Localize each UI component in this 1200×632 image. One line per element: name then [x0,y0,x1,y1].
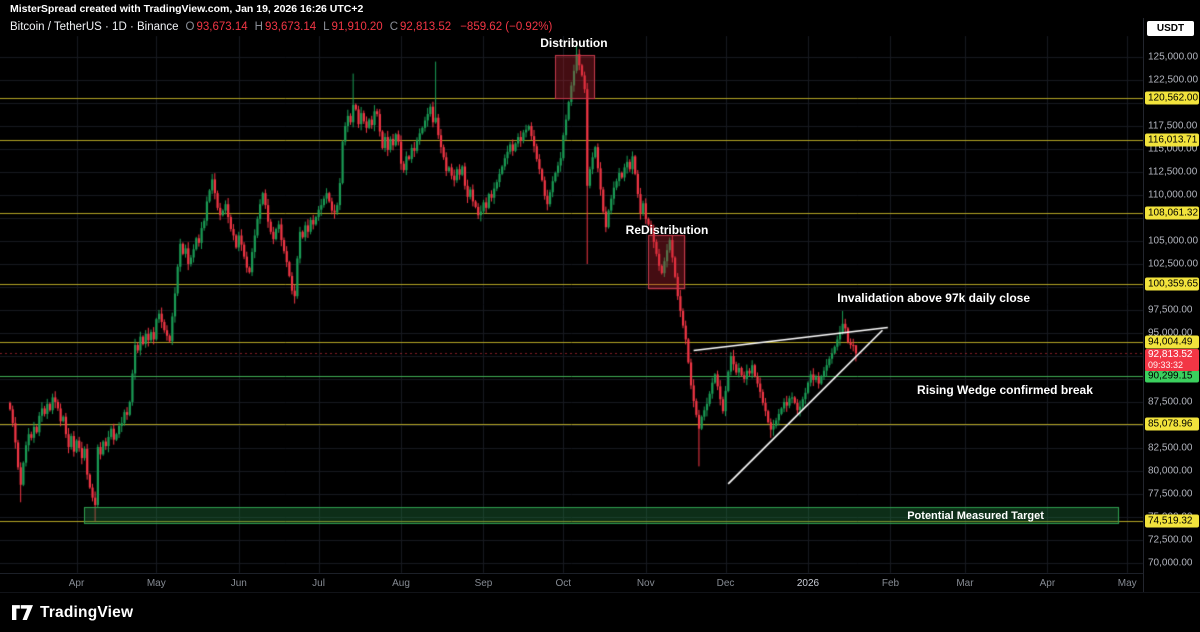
price-level-label: 85,078.96 [1145,417,1199,431]
alert-level-label: 90,299.15 [1145,369,1199,383]
price-axis-tick: 82,500.00 [1148,442,1193,454]
time-axis-label: Aug [392,578,410,589]
time-axis-label: May [146,578,166,589]
price-axis-tick: 97,500.00 [1148,304,1193,316]
time-axis-label: Feb [881,578,900,589]
price-axis-tick: 105,000.00 [1148,235,1199,247]
low-label: L [323,20,330,33]
time-axis-label: May [1117,578,1137,589]
price-level-label: 120,562.00 [1145,91,1199,105]
time-axis-label: Jun [230,578,247,589]
time-axis-label: Dec [716,578,735,589]
time-axis-label: Mar [956,578,974,589]
price-axis-tick: 110,000.00 [1148,189,1198,201]
watermark-bar: MisterSpread created with TradingView.co… [0,0,1200,18]
time-axis-label: Sep [474,578,493,589]
low-value: 91,910.20 [331,20,383,33]
time-axis-label: 2026 [796,578,820,589]
time-axis-label: Apr [1039,578,1056,589]
time-axis[interactable]: Apr May Jun Jul Aug Sep Oct Nov Dec 2026 Feb Mar Apr… [0,573,1143,593]
price-level-label: 74,519.32 [1145,514,1199,528]
price-level-label: 116,013.71 [1145,133,1199,147]
symbol-bar: Bitcoin / TetherUS · 1D · Binance O 93,6… [0,17,1143,36]
distribution-label[interactable]: Distribution [540,36,608,51]
price-axis-tick: 117,500.00 [1148,120,1198,132]
price-axis-tick: 72,500.00 [1148,534,1193,546]
open-value: 93,673.14 [196,20,248,33]
measured-target-label[interactable]: Potential Measured Target [907,509,1044,522]
time-axis-label: Nov [636,578,655,589]
high-value: 93,673.14 [264,20,317,33]
price-level-label: 108,061.32 [1145,206,1199,220]
watermark-text: MisterSpread created with TradingView.co… [10,3,364,15]
time-axis-label: Jul [312,578,325,589]
price-axis-tick: 95,000.00 [1148,327,1193,339]
price-axis-tick: 102,500.00 [1148,258,1199,270]
price-axis-tick: 70,000.00 [1148,557,1193,569]
brand-name: TradingView [40,603,134,621]
close-label: C [389,20,399,33]
time-axis-label: Oct [555,578,572,589]
price-axis-tick: 87,500.00 [1148,396,1193,408]
price-level-label: 100,359.65 [1145,277,1199,291]
tradingview-logo-icon [12,605,33,620]
high-label: H [254,20,263,33]
footer-bar: TradingView [0,592,1200,632]
last-price-label: 92,813.52 09:33:32 [1145,349,1199,372]
currency-toggle-button[interactable]: USDT [1147,21,1194,36]
price-axis-tick: 77,500.00 [1148,488,1193,500]
open-label: O [185,20,195,33]
price-axis-tick: 80,000.00 [1148,465,1193,477]
price-axis-tick: 125,000.00 [1148,51,1199,63]
symbol-title[interactable]: Bitcoin / TetherUS · 1D · Binance [10,20,179,33]
time-axis-label: Apr [68,578,85,589]
price-axis[interactable]: USDT 125,000.00 122,500.00 117,500.00 115,0… [1143,0,1200,592]
close-value: 92,813.52 [400,20,452,33]
change-value: −859.62 (−0.92%) [460,20,553,33]
price-axis-tick: 115,000.00 [1148,143,1198,155]
tradingview-logo-link[interactable]: TradingView [12,604,133,622]
price-level-label: 94,004.49 [1145,335,1199,349]
price-axis-tick: 122,500.00 [1148,74,1199,86]
wedge-note[interactable]: Rising Wedge confirmed break [917,383,1093,398]
redistribution-label[interactable]: ReDistribution [625,222,709,237]
invalidation-note[interactable]: Invalidation above 97k daily close [837,291,1030,306]
price-axis-tick: 112,500.00 [1148,166,1198,178]
